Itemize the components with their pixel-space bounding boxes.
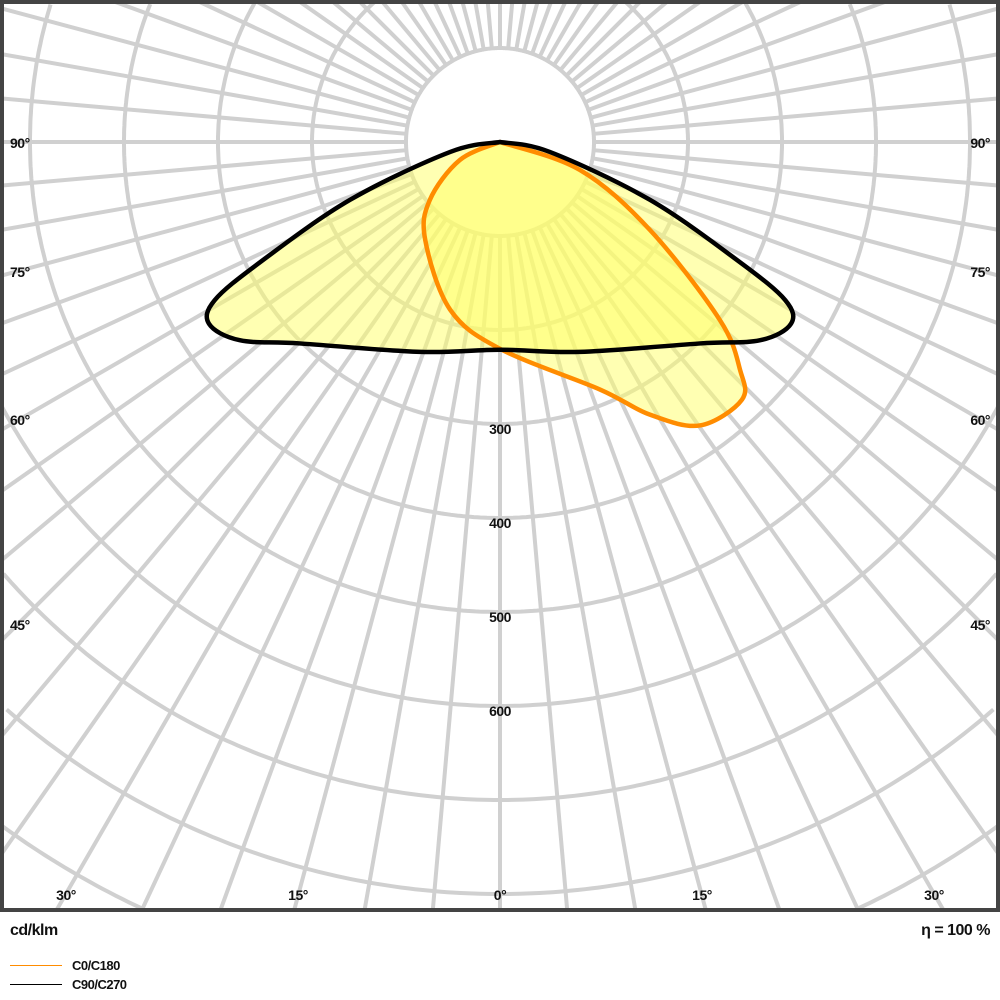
angle-label-bottom: 15° xyxy=(288,887,308,903)
angle-label-bottom: 30° xyxy=(924,887,944,903)
legend-label: C0/C180 xyxy=(72,958,120,973)
angle-label-bottom: 30° xyxy=(56,887,76,903)
grid-radial-line xyxy=(2,164,410,278)
grid-radial-line xyxy=(580,2,744,97)
angle-label-bottom: 15° xyxy=(692,887,712,903)
chart-frame xyxy=(0,0,1000,912)
radial-tick-label: 400 xyxy=(489,515,512,531)
angle-label-right: 45° xyxy=(970,617,990,633)
grid-radial-line xyxy=(2,148,407,188)
grid-radial-line xyxy=(485,2,494,49)
grid-radial-line xyxy=(400,2,448,67)
grid-radial-line xyxy=(506,2,515,49)
grid-radial-line xyxy=(592,156,998,232)
grid-radial-line xyxy=(584,2,802,105)
grid-radial-line xyxy=(198,2,416,105)
grid-radial-line xyxy=(114,2,413,112)
legend-line-orange xyxy=(10,965,62,966)
unit-label: cd/klm xyxy=(10,922,58,939)
grid-radial-line xyxy=(447,2,470,55)
grid-radial-line xyxy=(530,2,553,55)
grid-radial-line xyxy=(298,2,425,90)
grid-radial-line xyxy=(473,2,486,50)
curves xyxy=(204,139,796,429)
radial-tick-label: 500 xyxy=(489,609,512,625)
efficiency-label: η = 100 % xyxy=(921,922,990,939)
grid-radial-line xyxy=(256,2,420,97)
angle-label-bottom: 0° xyxy=(494,887,506,903)
series-line-c0-c180 xyxy=(421,139,748,429)
grid-radial-line xyxy=(460,2,478,52)
angle-label-right: 75° xyxy=(970,264,990,280)
grid-radial-line xyxy=(2,96,407,136)
angle-label-right: 90° xyxy=(970,135,990,151)
grid-radial-line xyxy=(593,96,998,136)
grid-radial-line xyxy=(2,156,408,232)
grid-radial-line xyxy=(545,2,583,62)
legend-line-black xyxy=(10,984,62,985)
angle-label-left: 90° xyxy=(10,135,30,151)
radial-tick-label: 600 xyxy=(489,703,512,719)
grid-radial-line xyxy=(590,6,998,120)
legend-item-c90: C90/C270 xyxy=(10,977,127,992)
angle-label-right: 60° xyxy=(970,412,990,428)
radial-tick-label: 300 xyxy=(489,421,512,437)
angle-label-left: 75° xyxy=(10,264,30,280)
grid-radial-line xyxy=(592,52,998,128)
grid-radial-line xyxy=(2,52,408,128)
grid-radial-line xyxy=(514,2,527,50)
grid-radial-line xyxy=(522,2,540,52)
grid-radial-line xyxy=(331,2,430,84)
series-line-c90-c270 xyxy=(204,139,796,355)
legend-label: C90/C270 xyxy=(72,977,127,992)
grid-circle xyxy=(28,4,972,614)
axis-labels: 300 400 500 600 90° 90° 75° 75° 60° 60° 45° 45° 30° 1… xyxy=(10,135,991,903)
series-fill-1 xyxy=(206,142,794,353)
grid-radial-line xyxy=(558,2,620,72)
grid-radial-line xyxy=(590,164,998,278)
grid-radial-line xyxy=(417,2,455,62)
angle-label-left: 45° xyxy=(10,617,30,633)
grid-radial-line xyxy=(537,2,568,58)
grid-radial-line xyxy=(575,2,702,90)
grid-radial-line xyxy=(570,2,669,84)
grid-radial-line xyxy=(587,172,998,326)
grid-radial-line xyxy=(565,2,642,77)
grid-radial-line xyxy=(2,6,410,120)
grid-radial-line xyxy=(587,2,886,112)
polar-grid xyxy=(2,2,998,910)
grid-radial-line xyxy=(358,2,435,77)
grid-radial-line xyxy=(2,172,413,326)
grid-radial-line xyxy=(380,2,442,72)
grid-radial-line xyxy=(432,2,463,58)
legend-item-c0: C0/C180 xyxy=(10,958,120,973)
grid-circle xyxy=(122,3,878,520)
grid-circle xyxy=(2,824,998,910)
grid-radial-line xyxy=(552,2,600,67)
angle-label-left: 60° xyxy=(10,412,30,428)
grid-radial-line xyxy=(593,148,998,188)
